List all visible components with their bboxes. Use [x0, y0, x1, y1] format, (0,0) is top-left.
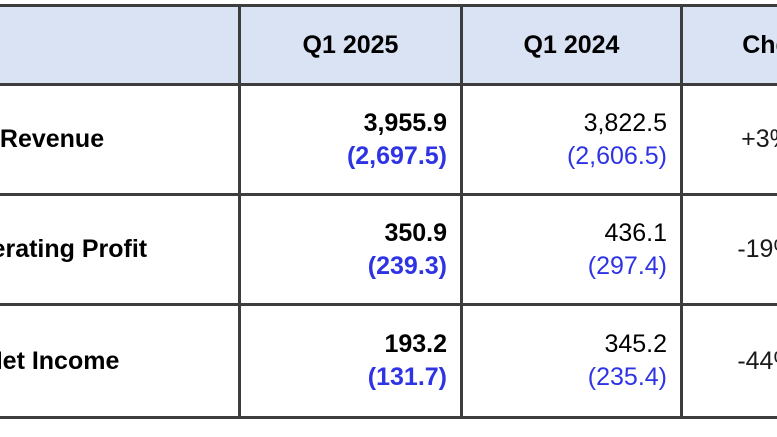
row-label-net-income: Net Income	[0, 303, 241, 419]
table-row-revenue: Revenue 3,955.9 (2,697.5) 3,822.5 (2,606…	[0, 83, 777, 196]
operating-profit-q1-2024-value: 436.1	[604, 218, 667, 247]
operating-profit-q1-2025-subvalue: (239.3)	[367, 251, 447, 280]
net-income-q1-2025-value: 193.2	[384, 330, 447, 358]
table-row-net-income: Net Income 193.2 (131.7) 345.2 (235.4) -…	[0, 303, 777, 419]
quarterly-results-table: Q1 2025 Q1 2024 Chg Revenue 3,955.9 (2,6…	[0, 4, 777, 419]
table-row-operating-profit: Operating Profit 350.9 (239.3) 436.1 (29…	[0, 193, 777, 306]
net-income-q1-2024-cell: 345.2 (235.4)	[460, 303, 683, 419]
revenue-change-value: +3%	[680, 83, 777, 196]
revenue-q1-2025-value: 3,955.9	[363, 108, 447, 137]
table-header-row: Q1 2025 Q1 2024 Chg	[0, 4, 777, 86]
operating-profit-change-value: -19%	[680, 193, 777, 306]
operating-profit-q1-2024-cell: 436.1 (297.4)	[460, 193, 683, 306]
header-cell-q1-2025: Q1 2025	[238, 4, 463, 86]
revenue-q1-2025-subvalue: (2,697.5)	[346, 141, 447, 170]
header-cell-change: Chg	[680, 4, 777, 86]
revenue-q1-2025-cell: 3,955.9 (2,697.5)	[238, 83, 463, 196]
revenue-q1-2024-cell: 3,822.5 (2,606.5)	[460, 83, 683, 196]
net-income-change-value: -44%	[680, 303, 777, 419]
row-label-revenue: Revenue	[0, 83, 241, 196]
revenue-q1-2024-subvalue: (2,606.5)	[566, 141, 667, 170]
operating-profit-q1-2024-subvalue: (297.4)	[587, 251, 667, 280]
row-label-operating-profit: Operating Profit	[0, 193, 241, 306]
header-cell-blank	[0, 4, 241, 86]
operating-profit-q1-2025-cell: 350.9 (239.3)	[238, 193, 463, 306]
net-income-q1-2024-subvalue: (235.4)	[587, 363, 667, 391]
revenue-q1-2024-value: 3,822.5	[583, 108, 667, 137]
net-income-q1-2025-subvalue: (131.7)	[367, 363, 447, 391]
header-cell-q1-2024: Q1 2024	[460, 4, 683, 86]
operating-profit-q1-2025-value: 350.9	[384, 218, 447, 247]
net-income-q1-2025-cell: 193.2 (131.7)	[238, 303, 463, 419]
net-income-q1-2024-value: 345.2	[604, 330, 667, 358]
